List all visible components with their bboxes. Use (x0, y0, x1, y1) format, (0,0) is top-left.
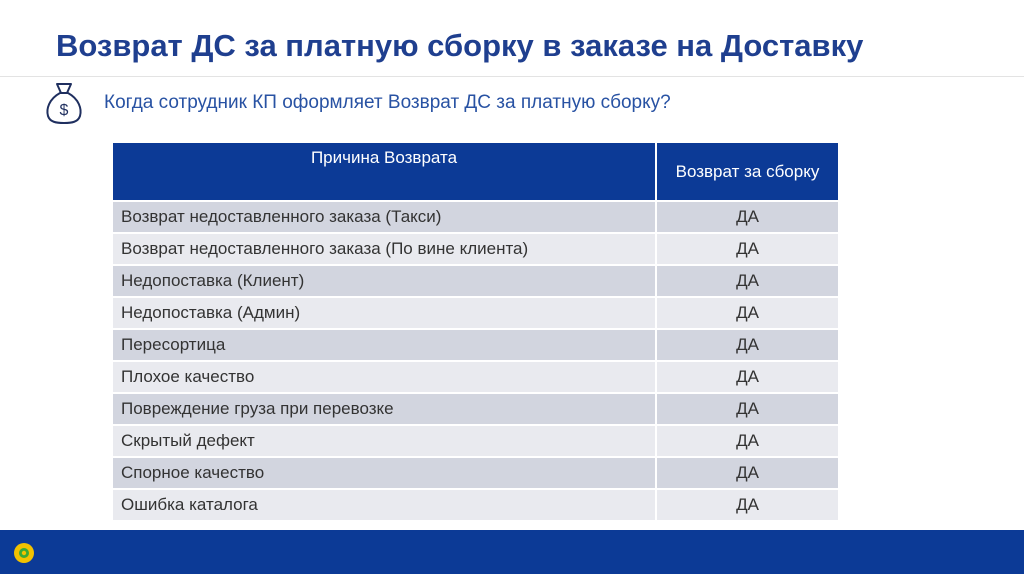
footer-bar (0, 530, 1024, 574)
reason-cell: Пересортица (113, 328, 657, 361)
value-cell: ДА (656, 200, 838, 233)
value-cell: ДА (656, 456, 838, 489)
svg-text:$: $ (60, 102, 69, 119)
reason-cell: Скрытый дефект (113, 424, 657, 457)
value-cell: ДА (656, 360, 838, 393)
reason-cell: Спорное качество (113, 456, 657, 489)
table-row: Недопоставка (Клиент) ДА (113, 264, 838, 297)
table-row: Спорное качество ДА (113, 456, 838, 489)
value-cell: ДА (656, 232, 838, 265)
money-bag-icon: $ (46, 83, 82, 124)
reason-cell: Недопоставка (Админ) (113, 296, 657, 329)
header-reason: Причина Возврата (113, 143, 657, 201)
table-row: Повреждение груза при перевозке ДА (113, 392, 838, 425)
value-cell: ДА (656, 264, 838, 297)
table-row: Скрытый дефект ДА (113, 424, 838, 457)
slide-title: Возврат ДС за платную сборку в заказе на… (56, 28, 864, 63)
value-cell: ДА (656, 328, 838, 361)
reason-cell: Недопоставка (Клиент) (113, 264, 657, 297)
value-cell: ДА (656, 488, 838, 520)
return-reasons-table: Причина Возврата Возврат за сборку Возвр… (113, 143, 838, 520)
value-cell: ДА (656, 296, 838, 329)
value-cell: ДА (656, 392, 838, 425)
reason-cell: Ошибка каталога (113, 488, 657, 520)
table-header-row: Причина Возврата Возврат за сборку (113, 143, 838, 201)
table-row: Недопоставка (Админ) ДА (113, 296, 838, 329)
company-logo-icon (14, 543, 34, 563)
question-text: Когда сотрудник КП оформляет Возврат ДС … (104, 92, 671, 113)
table-row: Возврат недоставленного заказа (По вине … (113, 232, 838, 265)
table-row: Пересортица ДА (113, 328, 838, 361)
reason-cell: Повреждение груза при перевозке (113, 392, 657, 425)
header-assembly-refund: Возврат за сборку (656, 143, 838, 201)
table-row: Возврат недоставленного заказа (Такси) Д… (113, 200, 838, 233)
reason-cell: Плохое качество (113, 360, 657, 393)
value-cell: ДА (656, 424, 838, 457)
reason-cell: Возврат недоставленного заказа (Такси) (113, 200, 657, 233)
table-row: Ошибка каталога ДА (113, 488, 838, 520)
table-row: Плохое качество ДА (113, 360, 838, 393)
reason-cell: Возврат недоставленного заказа (По вине … (113, 232, 657, 265)
title-divider (0, 76, 1024, 77)
